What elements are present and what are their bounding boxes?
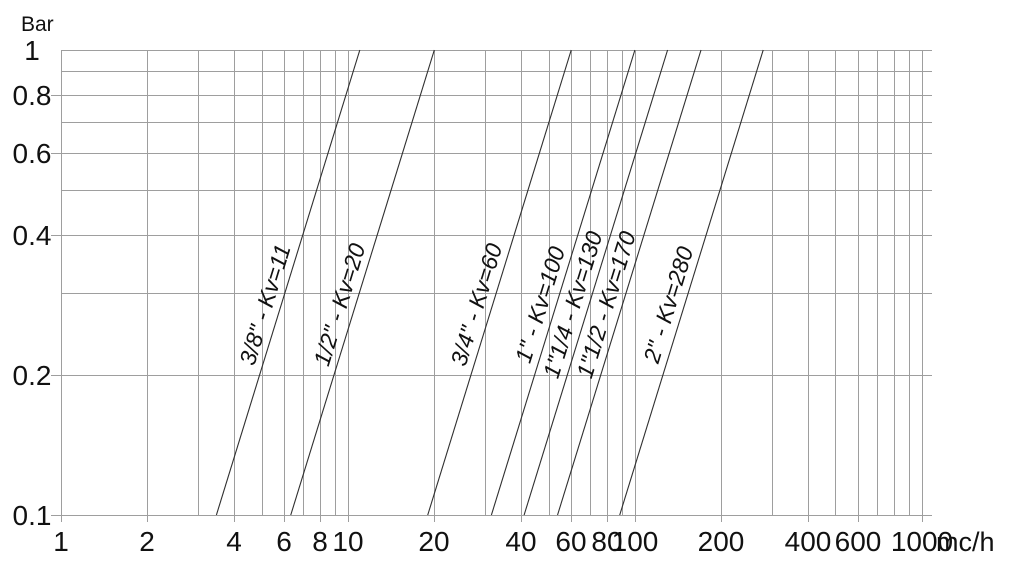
x-tick-label: 8 xyxy=(312,526,328,557)
series-line xyxy=(427,49,572,516)
series-layer xyxy=(215,49,764,516)
series-line xyxy=(619,49,764,516)
series-line xyxy=(290,49,435,516)
series-label: 3/4" - Kv=60 xyxy=(445,240,507,369)
series-label: 2" - Kv=280 xyxy=(638,243,699,367)
x-tick-label: 6 xyxy=(276,526,292,557)
x-tick-label: 100 xyxy=(612,526,659,557)
grid-layer xyxy=(51,50,932,522)
x-tick-label: 4 xyxy=(226,526,242,557)
series-label: 3/8" - Kv=11 xyxy=(234,241,296,368)
x-tick-label: 200 xyxy=(698,526,745,557)
x-tick-label: 400 xyxy=(785,526,832,557)
series-line xyxy=(490,49,636,516)
y-tick-label: 0.8 xyxy=(13,80,52,111)
x-tick-label: 600 xyxy=(835,526,882,557)
x-tick-label: 1000 xyxy=(891,526,953,557)
y-tick-label: 0.4 xyxy=(13,220,52,251)
x-axis-unit-label: mc/h xyxy=(936,527,995,557)
y-tick-label: 1 xyxy=(24,35,40,66)
x-tick-label: 20 xyxy=(418,526,449,557)
series-line xyxy=(215,49,361,516)
x-tick-label: 40 xyxy=(505,526,536,557)
y-axis-unit-label: Bar xyxy=(21,13,54,36)
x-tick-label: 80 xyxy=(591,526,622,557)
series-line xyxy=(523,49,669,516)
series-label: 1/2" - Kv=20 xyxy=(308,240,370,369)
x-tick-label: 2 xyxy=(139,526,155,557)
y-tick-label: 0.2 xyxy=(13,360,52,391)
x-tick-label: 1 xyxy=(53,526,69,557)
series-line xyxy=(557,49,702,516)
x-tick-label: 60 xyxy=(555,526,586,557)
x-tick-label: 10 xyxy=(332,526,363,557)
y-tick-label: 0.6 xyxy=(13,138,52,169)
y-tick-label: 0.1 xyxy=(13,500,52,531)
